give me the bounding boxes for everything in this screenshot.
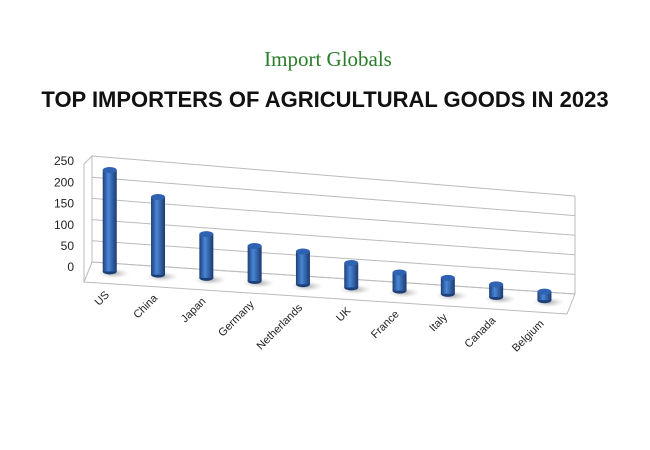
grid-line [91,155,576,197]
plot-area: 0 50 100 150 200 250 US China Japan GermanyNether… [54,154,576,355]
x-tick-label: Japan [179,296,209,326]
bar [440,277,455,294]
bar [199,234,214,278]
bar-cap [102,167,117,174]
x-tick-label: UK [334,305,354,325]
bar-cap [247,242,262,249]
x-tick-label: Italy [427,311,450,334]
x-tick-label: US [93,289,112,308]
grid-line [91,240,576,275]
grid-line [91,219,576,256]
logo: Import Globals [264,47,392,71]
bar [151,197,166,275]
x-tick-label: France [369,308,402,341]
x-tick-label: Netherlands [255,302,306,353]
grid-line [91,197,576,236]
bar [537,291,552,301]
bar [295,251,310,285]
chart-title: TOP IMPORTERS OF AGRICULTURAL GOODS IN 2… [41,87,608,112]
grid-line [91,176,576,217]
bar [489,284,504,298]
bar-cap [392,269,407,276]
y-tick-label: 150 [54,197,74,211]
y-tick-label: 250 [54,154,74,168]
bar-cap [295,248,310,255]
x-tick-label: Germany [216,298,257,339]
y-tick-label: 100 [54,218,74,232]
bar-cap [344,260,359,267]
y-tick-label: 200 [54,175,74,189]
bar [102,170,117,272]
bar [247,245,262,282]
bar-cap [199,231,214,238]
x-tick-label: Belgium [510,318,547,355]
x-tick-label: China [131,292,160,321]
bar-cap [151,194,166,201]
bar-cap [489,281,504,288]
bar-cap [537,288,552,295]
side-wall [83,154,93,283]
bar-cap [440,274,455,281]
bar [392,272,407,291]
x-tick-label: Canada [463,314,499,350]
bar [344,263,359,288]
y-tick-label: 50 [61,239,75,253]
y-tick-label: 0 [67,260,74,274]
